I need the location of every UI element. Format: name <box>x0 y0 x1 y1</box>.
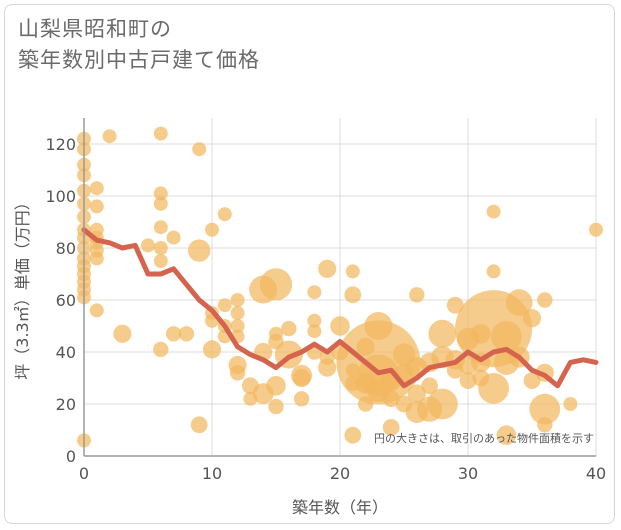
bubble-point <box>589 222 603 237</box>
bubble-point <box>537 417 553 433</box>
bubble-point <box>230 306 245 320</box>
bubble-point <box>529 393 561 425</box>
bubble-point <box>229 365 246 381</box>
y-axis-label: 坪（3.3㎡）単価（万円） <box>13 194 32 379</box>
bubble-point <box>307 285 322 300</box>
bubble-point <box>230 319 245 333</box>
bubble-point <box>292 368 311 388</box>
bubble-point <box>89 199 104 214</box>
chart-title-line-1: 山梨県昭和町の <box>18 17 172 41</box>
bubble-point <box>192 142 207 157</box>
average-line-layer <box>81 227 599 389</box>
bubble-point <box>330 316 350 336</box>
bubble-point <box>259 268 293 301</box>
bubble-point <box>202 340 222 359</box>
bubble-point <box>89 181 104 196</box>
bubble-point <box>141 238 155 253</box>
bubble-point <box>496 425 517 446</box>
x-tick-label: 0 <box>79 464 89 483</box>
x-axis-label: 築年数（年） <box>292 498 388 517</box>
grid-lines <box>83 118 597 457</box>
bubble-point <box>166 230 181 245</box>
axes: 0 10 20 30 40 0 20 40 60 80 100 120 <box>45 118 606 483</box>
bubble-point <box>344 286 362 304</box>
bubble-point <box>190 416 208 434</box>
bubble-point <box>523 372 541 389</box>
y-tick-label: 60 <box>56 291 76 310</box>
bubble-point <box>217 298 232 313</box>
bubble-point <box>344 426 362 444</box>
bubble-point <box>89 303 104 318</box>
bubble-point <box>446 296 464 314</box>
bubble-point <box>153 241 168 255</box>
bubble-point <box>153 186 168 201</box>
bubble-point <box>217 207 232 222</box>
y-tick-label: 80 <box>56 239 76 258</box>
bubble-point <box>293 391 310 407</box>
y-tick-label: 120 <box>45 135 76 154</box>
bubble-point <box>318 259 337 278</box>
bubble-point <box>307 313 322 328</box>
bubble-layer <box>77 126 603 448</box>
bubble-point <box>382 419 400 436</box>
bubble-point <box>281 320 297 337</box>
bubble-point <box>478 373 509 404</box>
bubble-point <box>505 289 533 316</box>
bubble-point <box>428 319 457 348</box>
bubble-point <box>230 293 245 307</box>
y-tick-label: 0 <box>66 447 76 466</box>
bubble-point <box>318 358 337 377</box>
y-tick-label: 100 <box>45 187 76 206</box>
size-legend-note: 円の大きさは、取引のあった物件面積を示す <box>374 431 594 445</box>
bubble-point <box>563 397 578 411</box>
bubble-point <box>113 324 132 343</box>
bubble-point <box>421 377 438 395</box>
bubble-point <box>178 326 195 342</box>
bubble-point <box>266 376 286 396</box>
bubble-point <box>153 220 168 235</box>
bubble-point <box>102 129 117 144</box>
y-tick-label: 20 <box>56 395 76 414</box>
bubble-point <box>486 204 501 219</box>
bubble-point <box>427 388 458 420</box>
bubble-point <box>407 384 426 403</box>
bubble-point <box>153 254 168 268</box>
bubble-point <box>409 287 425 303</box>
bubble-point <box>307 324 322 339</box>
bubble-point <box>522 309 542 328</box>
x-tick-label: 20 <box>330 464 350 483</box>
x-tick-label: 10 <box>202 464 222 483</box>
bubble-point <box>165 326 182 342</box>
bubble-point <box>486 264 501 279</box>
average-price-line <box>81 227 599 389</box>
bubble-point <box>491 321 522 352</box>
bubble-point <box>153 126 168 141</box>
bubble-point <box>459 372 477 389</box>
bubble-point <box>153 341 169 358</box>
x-tick-label: 40 <box>586 464 606 483</box>
bubble-point <box>537 292 553 308</box>
bubble-point <box>268 398 284 415</box>
y-tick-label: 40 <box>56 343 76 362</box>
chart-title: 山梨県昭和町の 築年数別中古戸建て価格 <box>18 14 260 76</box>
bubble-point <box>188 239 211 262</box>
bubble-point <box>205 222 219 237</box>
x-tick-label: 30 <box>458 464 478 483</box>
bubble-point <box>89 251 104 266</box>
bubble-point <box>382 390 400 408</box>
chart-title-line-2: 築年数別中古戸建て価格 <box>18 48 260 72</box>
bubble-point <box>345 264 360 279</box>
bubble-point <box>153 196 168 211</box>
